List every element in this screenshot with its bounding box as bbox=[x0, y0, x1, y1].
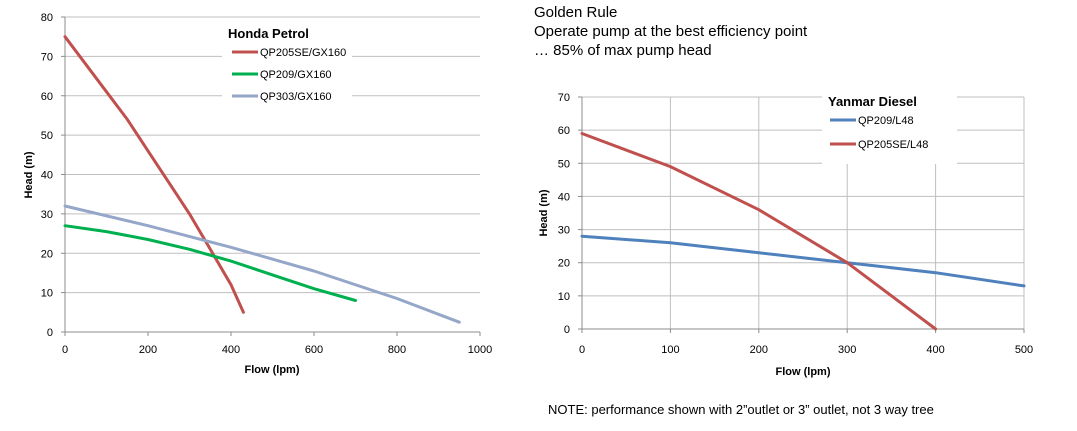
x-axis-label: Flow (lpm) bbox=[245, 364, 300, 376]
y-tick-label: 80 bbox=[41, 12, 53, 24]
y-tick-label: 70 bbox=[41, 51, 53, 63]
x-tick-label: 400 bbox=[222, 344, 240, 356]
footnote: NOTE: performance shown with 2”outlet or… bbox=[548, 402, 934, 417]
golden-rule-title: Golden Rule bbox=[534, 4, 618, 21]
x-axis-label: Flow (lpm) bbox=[776, 366, 831, 378]
series-line bbox=[63, 224, 357, 302]
series-line bbox=[63, 204, 461, 324]
x-tick-label: 100 bbox=[661, 344, 679, 356]
x-tick-label: 300 bbox=[838, 344, 856, 356]
y-tick-label: 60 bbox=[558, 125, 570, 137]
y-tick-label: 30 bbox=[558, 225, 570, 237]
legend-box bbox=[822, 90, 957, 164]
y-tick-label: 10 bbox=[558, 291, 570, 303]
y-tick-label: 70 bbox=[558, 92, 570, 104]
y-tick-label: 20 bbox=[41, 248, 53, 260]
y-tick-label: 0 bbox=[564, 324, 570, 336]
series-line bbox=[580, 234, 1026, 288]
series-line bbox=[580, 132, 938, 331]
legend-entry: QP209/GX160 bbox=[260, 69, 332, 81]
x-tick-label: 600 bbox=[305, 344, 323, 356]
legend-box bbox=[222, 22, 352, 108]
x-tick-label: 0 bbox=[579, 344, 585, 356]
y-tick-label: 10 bbox=[41, 288, 53, 300]
series-line bbox=[63, 35, 245, 314]
y-tick-label: 20 bbox=[558, 258, 570, 270]
x-tick-label: 200 bbox=[139, 344, 157, 356]
legend-entry: QP303/GX160 bbox=[260, 91, 332, 103]
y-tick-label: 30 bbox=[41, 209, 53, 221]
legend-entry: QP209/L48 bbox=[858, 115, 914, 127]
x-tick-label: 1000 bbox=[468, 344, 492, 356]
y-tick-label: 0 bbox=[47, 327, 53, 339]
y-tick-label: 50 bbox=[558, 158, 570, 170]
yanmar-diesel-chart: 0 10 20 30 40 50 60 70 0 100 200 300 400 500 Flow (lpm… bbox=[538, 90, 1033, 378]
golden-rule-line2: … 85% of max pump head bbox=[534, 42, 712, 59]
y-axis-label: Head (m) bbox=[23, 151, 35, 198]
x-tick-label: 500 bbox=[1015, 344, 1033, 356]
legend-entry: QP205SE/GX160 bbox=[260, 47, 346, 59]
y-tick-label: 50 bbox=[41, 130, 53, 142]
x-tick-label: 800 bbox=[388, 344, 406, 356]
legend-title: Honda Petrol bbox=[228, 26, 309, 41]
y-axis-label: Head (m) bbox=[538, 189, 550, 236]
golden-rule-line1: Operate pump at the best efficiency poin… bbox=[534, 23, 808, 40]
y-tick-label: 60 bbox=[41, 91, 53, 103]
x-tick-label: 400 bbox=[926, 344, 944, 356]
x-tick-label: 0 bbox=[62, 344, 68, 356]
legend-entry: QP205SE/L48 bbox=[858, 139, 928, 151]
y-tick-label: 40 bbox=[558, 191, 570, 203]
y-tick-label: 40 bbox=[41, 170, 53, 182]
x-tick-label: 200 bbox=[750, 344, 768, 356]
golden-rule-note: Golden Rule Operate pump at the best eff… bbox=[534, 3, 807, 60]
legend-title: Yanmar Diesel bbox=[828, 94, 917, 109]
